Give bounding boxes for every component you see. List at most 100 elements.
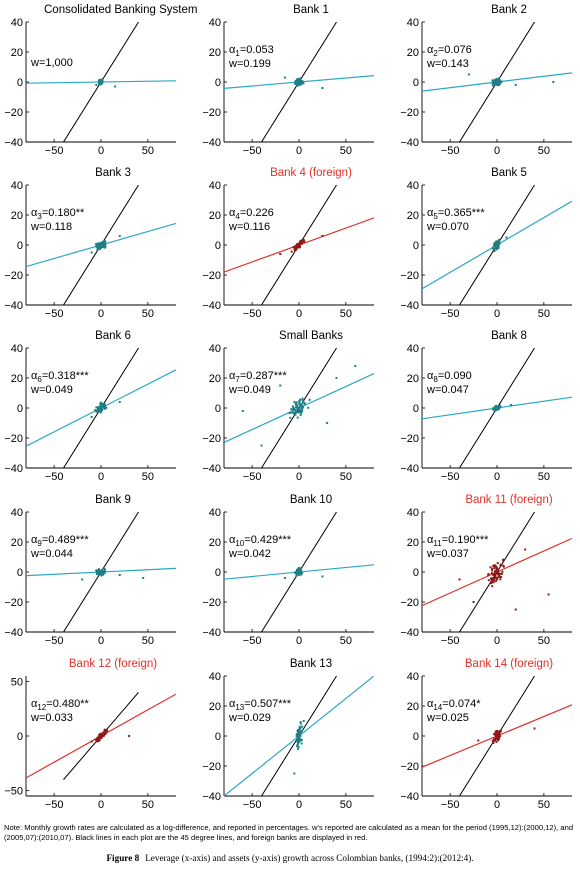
data-point (321, 87, 324, 89)
data-point (498, 735, 501, 738)
x-tick-label: 50 (340, 471, 352, 483)
y-tick-label: −20 (400, 761, 419, 773)
data-point (497, 239, 500, 242)
data-point (299, 569, 302, 572)
data-point (101, 407, 104, 410)
y-tick-label: −20 (202, 597, 221, 609)
alpha-annotation: α11=0.190*** (427, 534, 489, 548)
data-point (502, 564, 505, 567)
data-point (101, 244, 104, 247)
data-point (497, 407, 500, 410)
data-point (296, 740, 299, 743)
data-point (101, 241, 104, 244)
data-point (500, 572, 503, 575)
data-point (505, 236, 508, 239)
data-point (99, 411, 102, 414)
figure-caption: Figure 8 Leverage (x-axis) and assets (y-… (0, 853, 580, 863)
data-point (301, 240, 304, 243)
data-point (497, 576, 500, 579)
data-point (489, 566, 492, 569)
data-point (496, 562, 499, 565)
y-tick-label: 0 (17, 403, 23, 415)
data-point (514, 608, 517, 611)
data-point (492, 741, 495, 744)
data-point (498, 404, 501, 407)
data-point (292, 408, 295, 411)
data-point (294, 244, 297, 247)
data-point (293, 408, 296, 411)
data-point (495, 567, 498, 570)
panel-1: Consolidated Banking System −50 0 50 −40 −20 0… (0, 0, 197, 164)
y-tick-label: −40 (202, 627, 221, 639)
y-tick-label: −40 (400, 791, 419, 803)
data-point (502, 565, 505, 568)
y-tick-label: 20 (407, 47, 419, 59)
x-tick-label: 0 (296, 145, 302, 157)
data-point (491, 579, 494, 582)
data-point (496, 734, 499, 737)
panel-4: Bank 3 −50 0 50 −40 −20 0 20 40 α3=0.180** w=0.118 (0, 163, 190, 327)
panel-13: Bank 12 (foreign) −50 0 50 −50 0 50 α12=0.480**… (0, 654, 190, 818)
data-point (98, 410, 101, 413)
data-point (100, 404, 103, 407)
data-point (98, 407, 101, 410)
y-tick-label: 40 (11, 507, 23, 519)
data-point (99, 82, 102, 85)
data-point (493, 737, 496, 740)
scatter-plot: −50 0 50 −40 −20 0 20 40 α10=0.429***w=0.042 (202, 507, 374, 647)
data-point (96, 244, 99, 247)
data-point (496, 570, 499, 573)
points (492, 404, 513, 412)
data-point (104, 407, 107, 410)
alpha-annotation: α3=0.180** (31, 207, 85, 221)
data-point (490, 568, 493, 571)
data-point (490, 582, 493, 585)
data-point (494, 405, 497, 408)
figure-note: Note: Monthly growth rates are calculate… (4, 823, 574, 843)
data-point (299, 405, 302, 408)
data-point (494, 570, 497, 573)
data-point (493, 567, 496, 570)
data-point (295, 79, 298, 82)
data-point (295, 82, 298, 85)
alpha-annotation: α6=0.318*** (31, 370, 89, 384)
x-tick-label: −50 (45, 799, 64, 811)
x-tick-label: 0 (98, 145, 104, 157)
panel-title: Small Banks (279, 330, 343, 342)
data-point (299, 731, 302, 734)
data-point (297, 82, 300, 85)
figure-label: Figure 8 (106, 853, 140, 863)
data-point (299, 240, 302, 243)
panel-8: Small Banks −50 0 50 −40 −20 0 20 40 α7=0.287*** w… (198, 326, 388, 490)
y-tick-label: 40 (209, 180, 221, 192)
data-point (302, 238, 305, 241)
data-point (294, 413, 297, 416)
data-point (99, 734, 102, 737)
data-point (296, 244, 299, 247)
data-point (493, 82, 496, 85)
data-point (472, 601, 475, 603)
points (95, 78, 117, 88)
y-tick-label: 0 (17, 240, 23, 252)
data-point (298, 401, 301, 404)
x-tick-label: 0 (296, 471, 302, 483)
data-point (97, 247, 100, 250)
data-point (102, 406, 105, 409)
data-point (296, 84, 299, 87)
y-tick-label: −20 (202, 433, 221, 445)
data-point (302, 400, 305, 403)
data-point (302, 82, 305, 85)
data-point (103, 404, 106, 407)
data-point (495, 740, 498, 743)
data-point (298, 573, 301, 576)
w-annotation: w=0.070 (426, 221, 469, 233)
data-point (142, 577, 145, 579)
y-tick-label: 0 (215, 77, 221, 89)
x-tick-label: −50 (45, 635, 64, 647)
data-point (497, 730, 500, 733)
x-tick-label: −50 (243, 471, 262, 483)
data-point (95, 406, 98, 409)
x-tick-label: 50 (538, 471, 550, 483)
